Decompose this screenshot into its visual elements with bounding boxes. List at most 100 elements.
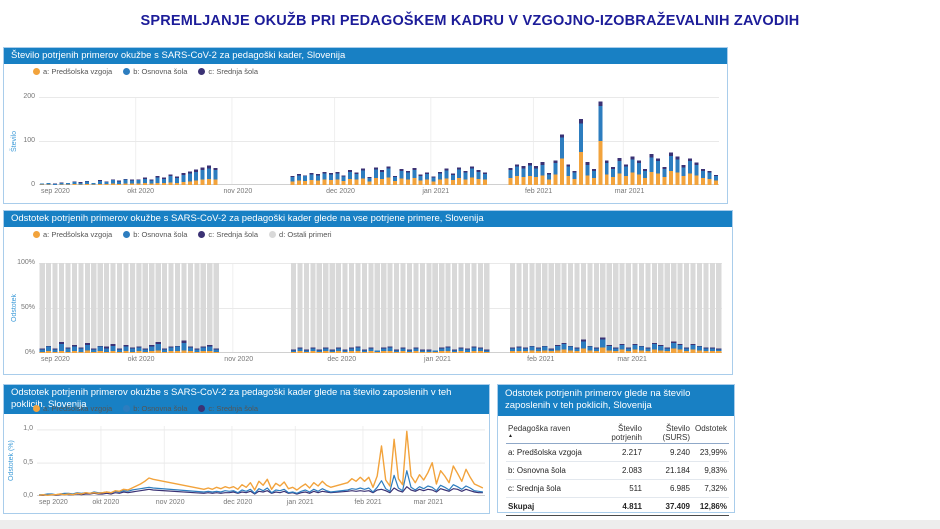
legend-dot-icon [33,68,40,75]
panel-confirmed-cases-chart: Število potrjenih primerov okužbe s SARS… [3,47,728,204]
table-cell: 4.811 [592,496,644,516]
x-tick-label: jan 2021 [422,188,450,195]
table-cell: 7,32% [692,479,729,498]
table-cell: 6.985 [644,479,692,498]
table-cell: c: Srednja šola [506,479,592,498]
column-header-label: Število (SURS) [662,423,690,442]
x-tick-label: feb 2021 [524,188,553,195]
panel-2-legend: a: Predšolska vzgoja b: Osnovna šola c: Sr… [33,230,332,239]
legend-item[interactable]: b: Osnovna šola [123,67,187,76]
y-tick-label: 0,5 [23,458,33,466]
legend-dot-icon [123,231,131,238]
legend-dot-icon [123,68,131,75]
x-tick-label: mar 2021 [413,499,444,506]
table-cell: b: Osnovna šola [506,461,592,480]
stacked-bar-chart[interactable] [39,97,719,185]
table-cell: 12,86% [692,496,729,516]
legend-item[interactable]: a: Predšolska vzgoja [33,230,112,239]
panel-1-legend: a: Predšolska vzgoja b: Osnovna šola c: Sr… [33,67,258,76]
legend-label: a: Predšolska vzgoja [43,230,113,239]
x-tick-label: nov 2020 [155,499,185,506]
panel-3-title: Odstotek potrjenih primerov okužbe s SAR… [4,385,489,414]
legend-label: c: Srednja šola [208,67,259,76]
bottom-strip [0,520,940,529]
table-column-header[interactable]: Število potrjenih [592,419,644,444]
legend-item[interactable]: c: Srednja šola [198,230,258,239]
legend-item[interactable]: c: Srednja šola [198,67,258,76]
table-cell: 2.217 [592,443,644,462]
x-tick-label: nov 2020 [224,356,254,363]
x-tick-label: jan 2021 [424,356,451,363]
table-total-row[interactable]: Skupaj 4.811 37.409 12,86% [506,496,729,516]
legend-label: a: Predšolska vzgoja [43,67,113,76]
sort-ascending-icon: ▲ [508,432,513,439]
legend-label: c: Srednja šola [208,230,259,239]
column-header-label: Število potrjenih [611,423,642,442]
legend-item[interactable]: d: Ostali primeri [269,230,332,239]
page-title: SPREMLJANJE OKUŽB PRI PEDAGOŠKEM KADRU V… [140,13,800,29]
x-tick-label: dec 2020 [327,356,357,363]
legend-item[interactable]: a: Predšolska vzgoja [33,404,112,413]
legend-label: b: Osnovna šola [133,230,188,239]
table-cell: 21.184 [644,461,692,480]
legend-item[interactable]: c: Srednja šola [198,404,258,413]
table-cell: 9,83% [692,461,729,480]
y-tick-label: 200 [23,93,35,100]
legend-label: b: Osnovna šola [133,404,188,413]
legend-label: b: Osnovna šola [133,67,188,76]
y-tick-label: 0,0 [23,492,33,499]
x-tick-label: okt 2020 [127,356,155,363]
table-cell: Skupaj [506,496,592,516]
table-cell: 2.083 [592,461,644,480]
y-tick-label: 1,0 [23,425,33,433]
legend-dot-icon [123,405,131,412]
legend-item[interactable]: b: Osnovna šola [123,230,187,239]
table-row[interactable]: a: Predšolska vzgoja 2.217 9.240 23,99% [506,443,729,462]
table-header-row: Pedagoška raven ▲ Število potrjenih Število… [506,419,729,444]
x-tick-label: dec 2020 [223,499,253,506]
x-tick-label: jan 2021 [286,499,314,506]
table-column-header[interactable]: Pedagoška raven ▲ [506,419,592,444]
y-tick-label: 100 [23,137,35,144]
legend-dot-icon [198,231,206,238]
x-tick-label: okt 2020 [92,499,120,506]
x-tick-label: dec 2020 [326,188,355,195]
panel-summary-table: Odstotek potrjenih primerov glede na šte… [497,384,735,516]
table-column-header[interactable]: Število (SURS) [644,419,692,444]
x-tick-label: mar 2021 [617,356,647,363]
legend-item[interactable]: a: Predšolska vzgoja [33,67,112,76]
panel-1-title: Število potrjenih primerov okužbe s SARS… [4,48,727,65]
legend-label: c: Srednja šola [208,404,259,413]
column-header-label: Odstotek [694,423,727,433]
legend-label: a: Predšolska vzgoja [43,404,113,413]
legend-item[interactable]: b: Osnovna šola [123,404,187,413]
table-row[interactable]: c: Srednja šola 511 6.985 7,32% [506,479,729,498]
panel-percent-of-all-cases-chart: Odstotek potrjenih primerov okužbe s SAR… [3,210,733,375]
legend-dot-icon [33,231,40,238]
table-cell: a: Predšolska vzgoja [506,443,592,462]
x-tick-label: sep 2020 [41,188,70,195]
legend-dot-icon [269,231,277,238]
table-row[interactable]: b: Osnovna šola 2.083 21.184 9,83% [506,461,729,480]
y-tick-label: 50% [20,304,35,311]
legend-dot-icon [198,405,206,412]
x-tick-label: nov 2020 [223,188,253,195]
table-column-header[interactable]: Odstotek [692,419,729,444]
y-tick-label: 0 [31,181,35,188]
x-tick-label: feb 2021 [354,499,382,506]
x-tick-label: sep 2020 [39,499,68,506]
legend-dot-icon [198,68,206,75]
panel-2-title: Odstotek potrjenih primerov okužbe s SAR… [4,211,732,228]
legend-dot-icon [33,405,40,412]
table-cell: 37.409 [644,496,692,516]
x-tick-label: feb 2021 [527,356,555,363]
table-cell: 23,99% [692,443,729,462]
y-tick-label: 0% [24,349,35,356]
y-tick-label: 100% [17,259,35,266]
panel-3-legend: a: Predšolska vzgoja b: Osnovna šola c: Sr… [33,404,258,413]
stacked-100-bar-chart[interactable] [39,263,722,353]
line-chart[interactable] [37,426,485,496]
x-tick-label: sep 2020 [41,356,70,363]
summary-table: Pedagoška raven ▲ Število potrjenih Število… [506,419,729,516]
table-cell: 9.240 [644,443,692,462]
